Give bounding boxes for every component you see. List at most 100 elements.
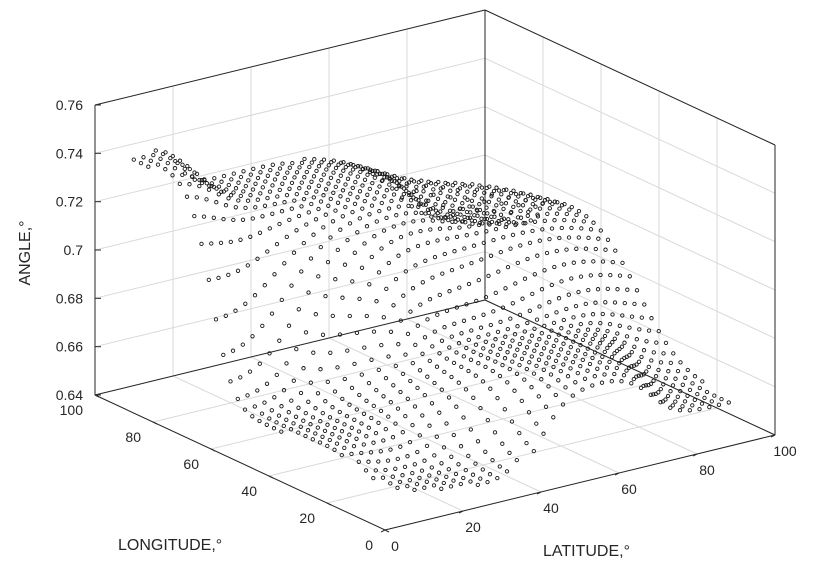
data-point [354, 436, 359, 441]
data-point [290, 160, 295, 166]
data-point [502, 407, 507, 412]
data-point [397, 184, 402, 189]
data-point [204, 181, 209, 186]
data-point [371, 475, 376, 481]
data-point [687, 408, 692, 413]
data-point [327, 415, 333, 420]
data-point [458, 444, 464, 449]
data-point [324, 167, 329, 172]
data-point [468, 479, 473, 484]
data-point [379, 246, 384, 251]
data-point [380, 171, 385, 177]
data-point [405, 331, 411, 337]
data-point [388, 329, 394, 334]
data-point [421, 184, 426, 189]
data-point [436, 470, 442, 475]
data-point [551, 343, 556, 349]
data-point [469, 328, 474, 333]
data-point [455, 187, 460, 193]
data-point [325, 379, 330, 385]
data-point [378, 408, 384, 414]
data-point [607, 359, 612, 365]
data-point [367, 282, 372, 287]
data-point [391, 224, 396, 229]
data-point [433, 202, 438, 207]
data-point [551, 415, 556, 420]
data-point [471, 395, 476, 400]
data-point [388, 447, 393, 452]
data-point [668, 389, 673, 394]
data-point [357, 392, 362, 398]
x-tick-label: 60 [621, 481, 637, 497]
data-point [437, 351, 442, 356]
data-point [260, 214, 265, 219]
grid-lines [94, 9, 776, 531]
data-point [456, 462, 461, 467]
data-point [412, 404, 418, 409]
data-point [430, 344, 435, 349]
data-point [272, 201, 277, 207]
data-point [467, 215, 473, 220]
data-point [555, 200, 560, 205]
data-point [375, 169, 380, 174]
data-point [520, 230, 525, 235]
data-point [568, 366, 573, 371]
data-point [666, 369, 671, 374]
data-point [379, 200, 384, 206]
data-point [614, 365, 619, 371]
data-point [381, 315, 386, 320]
data-point [397, 179, 402, 184]
data-point [551, 364, 556, 370]
data-point [466, 281, 472, 287]
data-point [312, 157, 317, 162]
data-point [250, 187, 256, 192]
data-point [563, 335, 569, 341]
data-point [556, 296, 562, 301]
data-point [480, 379, 486, 384]
data-point [394, 213, 399, 218]
grid-line [172, 375, 464, 512]
data-point [414, 184, 419, 190]
data-point [580, 387, 585, 392]
data-point [320, 332, 326, 337]
data-point [350, 185, 355, 191]
data-point [410, 422, 415, 428]
data-point [418, 228, 423, 234]
data-point [482, 199, 487, 204]
z-tick-label: 0.72 [56, 194, 83, 210]
data-point [459, 264, 464, 269]
data-point [366, 380, 372, 386]
data-point [374, 387, 379, 393]
data-point [534, 342, 539, 348]
x-tick-mark [692, 453, 698, 457]
data-point [697, 406, 702, 412]
data-point [398, 234, 404, 240]
data-point [252, 293, 258, 298]
data-point [479, 185, 485, 190]
y-tick-mark [326, 502, 332, 506]
data-point [343, 182, 348, 187]
data-point [496, 269, 501, 274]
data-point [385, 172, 390, 177]
data-point [584, 214, 589, 219]
data-point [214, 186, 219, 191]
data-point [383, 375, 389, 381]
data-point [352, 417, 357, 422]
data-point [416, 202, 422, 207]
data-point [173, 158, 178, 164]
data-point [518, 190, 523, 196]
data-point [420, 413, 425, 418]
data-point [403, 352, 408, 357]
data-point [443, 200, 448, 205]
data-point [480, 221, 485, 226]
data-point [671, 351, 676, 356]
data-point [349, 451, 354, 457]
data-point [470, 204, 475, 209]
data-point [328, 235, 333, 240]
data-point [182, 171, 188, 176]
data-point [440, 219, 445, 224]
data-point [277, 187, 282, 193]
data-point [226, 182, 231, 188]
data-point [522, 350, 527, 356]
